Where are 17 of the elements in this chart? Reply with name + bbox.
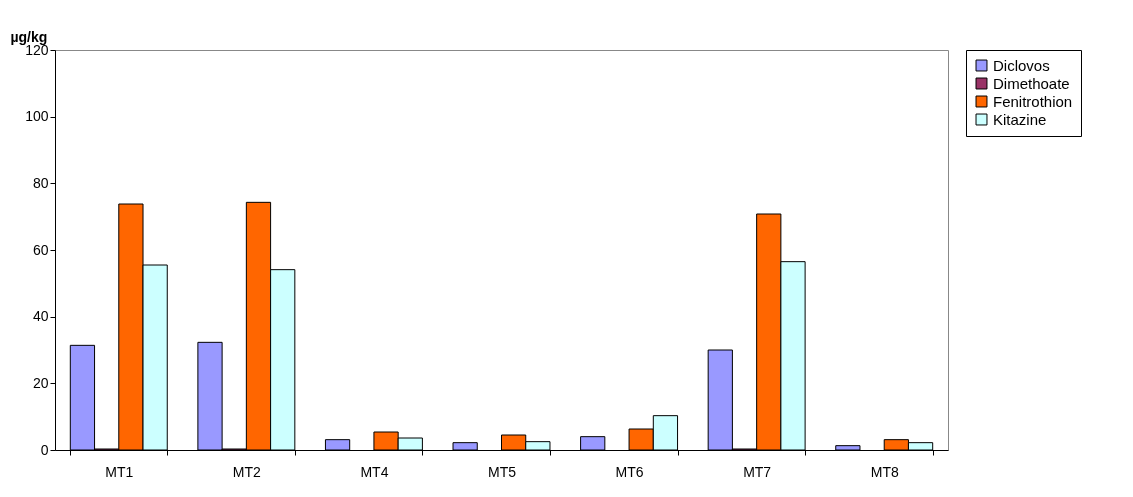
y-tick-label: 20 [32, 374, 49, 391]
legend-label: Fenitrothion [993, 92, 1073, 110]
y-tick-label: 40 [32, 308, 49, 325]
x-tick-label: MT7 [743, 463, 772, 480]
y-tick-label: 80 [32, 174, 49, 191]
x-tick-label: MT2 [232, 463, 262, 480]
x-tick-label: MT6 [615, 463, 644, 480]
y-tick-label: 100 [25, 108, 49, 125]
x-tick-label: MT1 [105, 463, 134, 480]
legend-label: Diclovos [993, 56, 1050, 74]
y-tick-label: 60 [32, 241, 49, 258]
x-tick-label: MT4 [360, 463, 389, 480]
legend-label: Kitazine [993, 110, 1047, 128]
y-tick-label: 0 [40, 441, 49, 458]
x-tick-label: MT8 [870, 463, 899, 480]
legend-label: Dimethoate [993, 74, 1070, 92]
x-tick-label: MT5 [488, 463, 517, 480]
